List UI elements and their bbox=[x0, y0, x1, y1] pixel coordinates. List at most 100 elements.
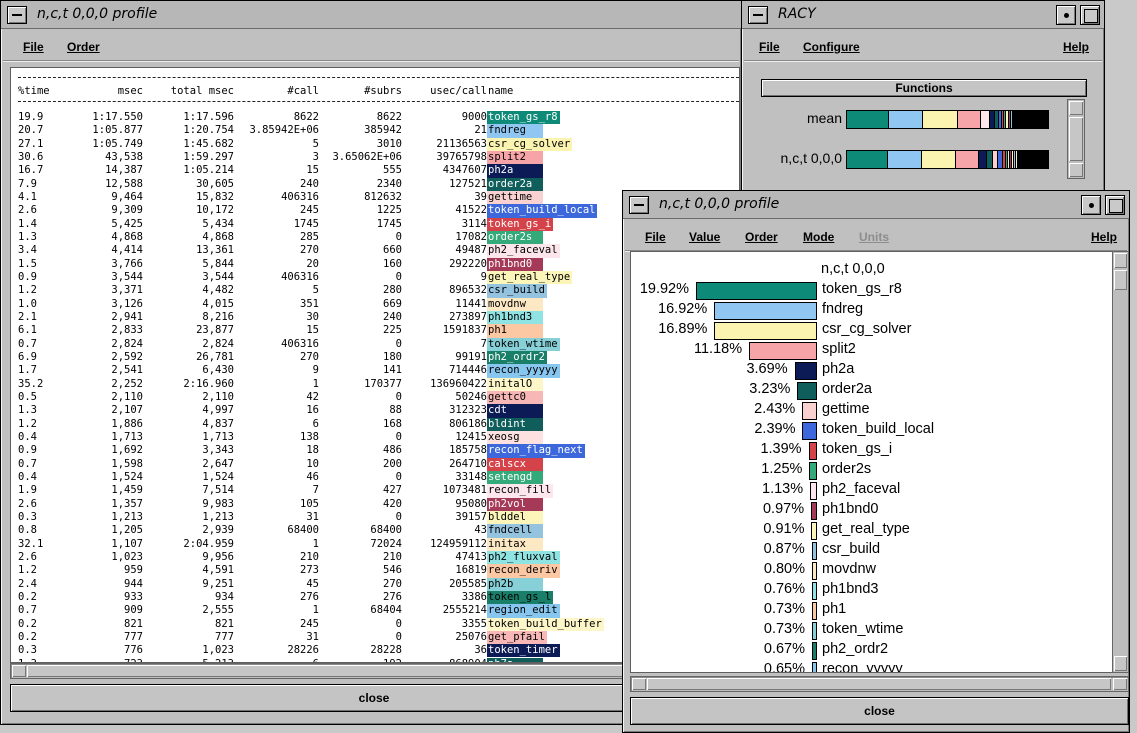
scroll-right-arrow[interactable] bbox=[1113, 678, 1127, 690]
table-row[interactable]: 7.9 12,588 30,605 240 2340 127521 order2a bbox=[11, 177, 739, 191]
menu-order[interactable]: Order bbox=[67, 40, 100, 54]
stacked-bar-segment[interactable] bbox=[956, 151, 980, 168]
menu-file[interactable]: File bbox=[645, 230, 666, 244]
table-row[interactable]: 3.4 4,414 13,361 270 660 49487 ph2_faceval bbox=[11, 244, 739, 258]
stacked-bar-segment[interactable] bbox=[887, 151, 922, 168]
table-row[interactable]: 2.6 1,357 9,983 105 420 95080 ph2vol bbox=[11, 497, 739, 511]
function-name-label[interactable]: recon_yyyyy bbox=[822, 661, 903, 673]
function-bar[interactable] bbox=[812, 582, 817, 600]
stacked-bar-segment[interactable] bbox=[1010, 151, 1013, 168]
table-row[interactable]: 4.1 9,464 15,832 406316 812632 39 gettime bbox=[11, 190, 739, 205]
menu-help[interactable]: Help bbox=[1091, 230, 1118, 244]
menu-file[interactable]: File bbox=[23, 40, 44, 54]
function-bar[interactable] bbox=[812, 662, 817, 672]
stacked-bar-segment[interactable] bbox=[1001, 111, 1004, 128]
table-row[interactable]: 0.7 909 2,555 1 68404 2555214 region_edit bbox=[11, 604, 739, 618]
table-row[interactable]: 1.9 1,459 7,514 7 427 1073481 recon_fill bbox=[11, 484, 739, 498]
table-row[interactable]: 35.2 2,252 2:16.960 1 170377 136960422 initalO bbox=[11, 377, 739, 391]
table-row[interactable]: 20.7 1:05.877 1:20.754 3.85942E+06 385942 21 f… bbox=[11, 124, 739, 138]
stacked-bar-segment[interactable] bbox=[888, 111, 924, 128]
scroll-thumb[interactable] bbox=[1114, 270, 1127, 290]
table-row[interactable]: 0.2 933 934 276 276 3386 token_gs_l bbox=[11, 590, 739, 605]
minimize-button[interactable] bbox=[1056, 5, 1076, 25]
function-name-label[interactable]: split2 bbox=[822, 341, 856, 357]
function-bar[interactable] bbox=[809, 462, 817, 480]
minimize-button[interactable] bbox=[1081, 195, 1101, 215]
function-bar[interactable] bbox=[812, 602, 817, 620]
scroll-up-arrow[interactable] bbox=[1069, 101, 1083, 115]
function-bar[interactable] bbox=[794, 362, 817, 380]
stacked-bar-segment[interactable] bbox=[1002, 151, 1006, 168]
scroll-left-arrow[interactable] bbox=[12, 665, 26, 677]
close-button[interactable]: close bbox=[630, 697, 1129, 725]
table-row[interactable]: 1.2 959 4,591 273 546 16819 recon_deriv bbox=[11, 564, 739, 578]
horizontal-scrollbar[interactable] bbox=[630, 676, 1129, 692]
table-row[interactable]: 19.9 1:17.550 1:17.596 8622 8622 9000 token_gs… bbox=[11, 111, 739, 125]
stacked-bar-segment[interactable] bbox=[1010, 111, 1014, 128]
table-row[interactable]: 16.7 14,387 1:05.214 15 555 4347607 ph2a bbox=[11, 164, 739, 178]
table-row[interactable]: 1.2 3,371 4,482 5 280 896532 csr_build bbox=[11, 284, 739, 298]
close-button[interactable]: close bbox=[10, 684, 738, 712]
profile-bar-chart[interactable]: n,c,t 0,0,0 19.92% token_gs_r8 16.92% fndre… bbox=[630, 251, 1113, 673]
vertical-scrollbar[interactable] bbox=[1067, 99, 1085, 179]
table-row[interactable]: 0.4 1,524 1,524 46 0 33148 setengd bbox=[11, 470, 739, 485]
table-row[interactable]: 6.1 2,833 23,877 15 225 1591837 ph1 bbox=[11, 324, 739, 338]
window-menu-button[interactable] bbox=[629, 196, 649, 214]
function-name-label[interactable]: token_wtime bbox=[822, 621, 904, 637]
table-row[interactable]: 27.1 1:05.749 1:45.682 5 3010 21136563 csr_cg_… bbox=[11, 137, 739, 151]
function-bar[interactable] bbox=[812, 622, 817, 640]
stacked-bar-segment[interactable] bbox=[1016, 151, 1018, 168]
stacked-bar-segment[interactable] bbox=[1013, 111, 1048, 128]
scroll-thumb[interactable] bbox=[1069, 117, 1083, 161]
function-name-label[interactable]: fndreg bbox=[822, 301, 864, 317]
table-row[interactable]: 0.7 2,824 2,824 406316 0 7 token_wtime bbox=[11, 337, 739, 351]
stacked-bar-segment[interactable] bbox=[847, 151, 888, 168]
scroll-down-arrow[interactable] bbox=[1069, 163, 1083, 177]
maximize-button[interactable] bbox=[1105, 195, 1125, 215]
maximize-button[interactable] bbox=[1080, 5, 1100, 25]
table-row[interactable]: 30.6 43,538 1:59.297 3 3.65062E+06 39765798 sp… bbox=[11, 150, 739, 165]
function-name-label[interactable]: get_real_type bbox=[822, 521, 910, 537]
function-bar[interactable] bbox=[696, 282, 817, 300]
title-bar[interactable]: RACY bbox=[742, 1, 1104, 29]
stacked-bar-segment[interactable] bbox=[994, 111, 1000, 128]
title-bar[interactable]: n,c,t 0,0,0 profile bbox=[1, 1, 741, 29]
table-row[interactable]: 1.3 4,868 4,868 285 0 17082 order2s bbox=[11, 230, 739, 245]
table-row[interactable]: 0.4 1,713 1,713 138 0 12415 xeosg bbox=[11, 430, 739, 445]
mean-stacked-bar[interactable] bbox=[846, 110, 1049, 129]
function-name-label[interactable]: ph1 bbox=[822, 601, 847, 617]
function-bar[interactable] bbox=[808, 442, 817, 460]
table-row[interactable]: 0.8 1,205 2,939 68400 68400 43 fndcell bbox=[11, 524, 739, 538]
table-row[interactable]: 2.6 9,309 10,172 245 1225 41522 token_build_lo… bbox=[11, 204, 739, 218]
function-name-label[interactable]: token_build_local bbox=[822, 421, 935, 437]
stacked-bar-segment[interactable] bbox=[1006, 111, 1009, 128]
stacked-bar-segment[interactable] bbox=[1005, 151, 1009, 168]
table-row[interactable]: 2.4 944 9,251 45 270 205585 ph2b bbox=[11, 577, 739, 591]
table-row[interactable]: 1.4 5,425 5,434 1745 1745 3114 token_gs_i bbox=[11, 217, 739, 231]
menu-mode[interactable]: Mode bbox=[803, 230, 835, 244]
stacked-bar-segment[interactable] bbox=[1008, 151, 1011, 168]
table-row[interactable]: 0.7 1,598 2,647 10 200 264710 calscx bbox=[11, 457, 739, 471]
scroll-left-arrow[interactable] bbox=[632, 678, 646, 690]
window-menu-button[interactable] bbox=[7, 6, 27, 24]
function-bar[interactable] bbox=[810, 482, 817, 500]
table-row[interactable]: 1.0 3,126 4,015 351 669 11441 movdnw bbox=[11, 297, 739, 311]
function-name-label[interactable]: csr_build bbox=[822, 541, 881, 557]
function-name-label[interactable]: ph2_ordr2 bbox=[822, 641, 889, 657]
table-row[interactable]: 0.9 1,692 3,343 18 486 185758 recon_flag_next bbox=[11, 444, 739, 458]
stacked-bar-segment[interactable] bbox=[1008, 111, 1011, 128]
horizontal-scrollbar[interactable] bbox=[10, 663, 740, 679]
stacked-bar-segment[interactable] bbox=[921, 151, 957, 168]
table-row[interactable]: 0.3 776 1,023 28226 28228 36 token_timer bbox=[11, 644, 739, 658]
table-row[interactable]: 1.7 2,541 6,430 9 141 714446 recon_yyyyy bbox=[11, 364, 739, 378]
menu-order[interactable]: Order bbox=[745, 230, 778, 244]
function-bar[interactable] bbox=[802, 402, 817, 420]
scroll-up-arrow[interactable] bbox=[1114, 253, 1127, 268]
function-bar[interactable] bbox=[714, 322, 817, 340]
function-name-label[interactable]: movdnw bbox=[822, 561, 876, 577]
function-name-label[interactable]: order2a bbox=[822, 381, 872, 397]
function-name-label[interactable]: order2s bbox=[822, 461, 872, 477]
function-name-label[interactable]: ph2a bbox=[822, 361, 855, 377]
menu-file[interactable]: File bbox=[759, 40, 780, 54]
function-bar[interactable] bbox=[811, 502, 817, 520]
